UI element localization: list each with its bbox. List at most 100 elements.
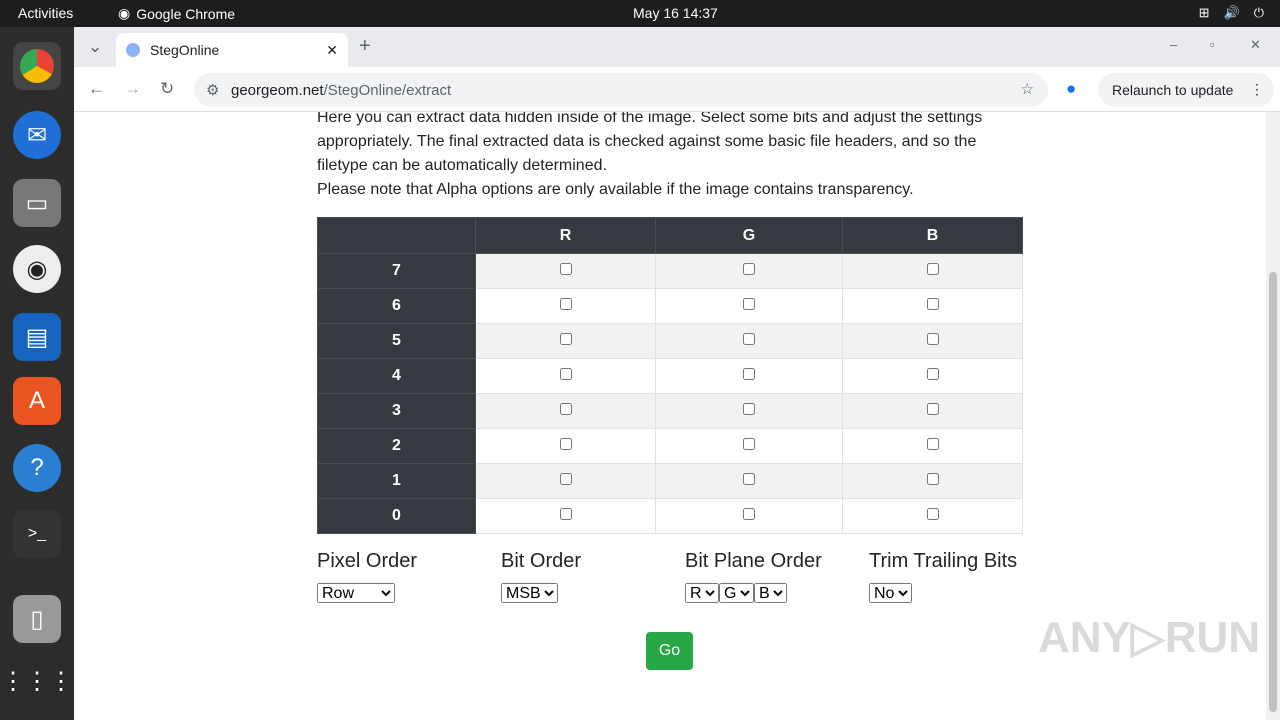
bit-order-option: Bit Order MSB — [501, 550, 581, 603]
clock[interactable]: May 16 14:37 — [633, 5, 718, 21]
bit-order-select[interactable]: MSB — [501, 583, 558, 603]
pixel-order-option: Pixel Order Row — [317, 550, 417, 603]
bit-cell — [842, 253, 1023, 289]
site-info-icon[interactable]: ⚙ — [206, 82, 220, 99]
bit-g-checkbox[interactable] — [743, 403, 755, 415]
bit-row: 3 — [317, 393, 1023, 429]
bit-g-checkbox[interactable] — [743, 298, 755, 310]
maximize-icon[interactable]: ▫ — [1210, 37, 1215, 52]
bit-cell — [475, 323, 656, 359]
app-menu[interactable]: ◉ Google Chrome — [118, 5, 235, 22]
bit-b-checkbox[interactable] — [926, 368, 939, 380]
bit-plane-order-label: Bit Plane Order — [685, 550, 822, 572]
tab-bar: ⌄ StegOnline ✕ + – ▫ ✕ — [74, 27, 1280, 67]
bit-cell — [475, 393, 656, 429]
bit-r-checkbox[interactable] — [559, 473, 572, 485]
close-tab-icon[interactable]: ✕ — [326, 41, 338, 58]
bookmark-star-icon[interactable]: ☆ — [1020, 81, 1034, 98]
bit-g-checkbox[interactable] — [743, 263, 755, 275]
intro-text: Here you can extract data hidden inside … — [317, 112, 1017, 202]
scrollbar[interactable] — [1266, 112, 1280, 720]
bit-r-checkbox[interactable] — [559, 438, 572, 450]
bit-r-checkbox[interactable] — [559, 263, 572, 275]
bit-r-checkbox[interactable] — [559, 298, 572, 310]
bit-plane-3-select[interactable]: B — [754, 583, 787, 603]
bit-g-checkbox[interactable] — [743, 473, 755, 485]
bit-b-checkbox[interactable] — [926, 438, 939, 450]
scrollbar-thumb[interactable] — [1269, 272, 1277, 712]
url-path: /StegOnline/extract — [323, 82, 452, 99]
page-content: Here you can extract data hidden inside … — [74, 112, 1266, 720]
bit-row: 1 — [317, 463, 1023, 499]
bit-row: 0 — [317, 498, 1023, 534]
app-name: Google Chrome — [136, 5, 236, 22]
archive-icon[interactable]: ▯ — [13, 595, 61, 643]
relaunch-label: Relaunch to update — [1112, 82, 1234, 98]
bit-cell — [475, 463, 656, 499]
bit-r-checkbox[interactable] — [559, 508, 572, 520]
bit-plane-order-option: Bit Plane Order R G B — [685, 550, 822, 603]
bit-cell — [655, 253, 843, 289]
bit-plane-2-select[interactable]: G — [719, 583, 754, 603]
bit-cell — [842, 358, 1023, 394]
terminal-icon[interactable]: >_ — [13, 510, 61, 558]
minimize-icon[interactable]: – — [1170, 37, 1178, 52]
thunderbird-icon[interactable]: ✉ — [13, 111, 61, 159]
tab-stegonline[interactable]: StegOnline ✕ — [116, 33, 348, 67]
column-header: G — [655, 217, 843, 254]
bit-g-checkbox[interactable] — [743, 508, 755, 520]
relaunch-button[interactable]: Relaunch to update ⋮ — [1098, 73, 1274, 107]
activities-button[interactable]: Activities — [18, 5, 74, 21]
url-host: georgeom.net — [231, 82, 324, 99]
bit-plane-1-select[interactable]: R — [685, 583, 719, 603]
column-header: B — [842, 217, 1023, 254]
column-header — [317, 217, 476, 254]
bit-b-checkbox[interactable] — [926, 298, 939, 310]
pixel-order-select[interactable]: Row — [317, 583, 395, 603]
bit-b-checkbox[interactable] — [926, 508, 939, 520]
bit-cell — [655, 498, 843, 534]
tab-search-icon[interactable]: ⌄ — [88, 37, 103, 56]
browser-toolbar: ← → ↻ ⚙ georgeom.net/StegOnline/extract ☆ … — [74, 67, 1280, 112]
bit-cell — [842, 428, 1023, 464]
bit-r-checkbox[interactable] — [559, 403, 572, 415]
bit-cell — [842, 323, 1023, 359]
close-window-icon[interactable]: ✕ — [1250, 37, 1261, 52]
system-tray[interactable]: ⊞ 🔊 ⏻ — [1199, 5, 1264, 21]
writer-icon[interactable]: ▤ — [13, 313, 61, 361]
bit-g-checkbox[interactable] — [743, 333, 755, 345]
files-icon[interactable]: ▭ — [13, 179, 61, 227]
bit-label: 1 — [317, 463, 476, 499]
bit-g-checkbox[interactable] — [743, 368, 755, 380]
app-center-icon[interactable]: A — [13, 377, 61, 425]
bit-r-checkbox[interactable] — [559, 333, 572, 345]
trim-select[interactable]: No — [869, 583, 912, 603]
bit-b-checkbox[interactable] — [926, 473, 939, 485]
profile-icon[interactable]: ● — [1066, 79, 1077, 98]
bit-cell — [842, 498, 1023, 534]
help-icon[interactable]: ? — [13, 444, 61, 492]
bit-b-checkbox[interactable] — [926, 333, 939, 345]
bit-label: 4 — [317, 358, 476, 394]
menu-icon[interactable]: ⋮ — [1250, 81, 1264, 97]
system-top-bar: Activities ◉ Google Chrome May 16 14:37 ⊞… — [0, 0, 1280, 27]
address-bar[interactable]: ⚙ georgeom.net/StegOnline/extract ☆ — [194, 73, 1048, 107]
back-icon[interactable]: ← — [88, 79, 105, 98]
bit-b-checkbox[interactable] — [926, 403, 939, 415]
bit-cell — [655, 428, 843, 464]
forward-icon[interactable]: → — [124, 79, 141, 98]
new-tab-icon[interactable]: + — [359, 35, 371, 57]
reload-icon[interactable]: ↻ — [160, 79, 175, 98]
show-apps-icon[interactable]: ⋮⋮⋮ — [1, 667, 73, 695]
bit-order-label: Bit Order — [501, 550, 582, 572]
bit-cell — [655, 463, 843, 499]
bit-b-checkbox[interactable] — [926, 263, 939, 275]
go-button[interactable]: Go — [646, 632, 693, 670]
bit-r-checkbox[interactable] — [559, 368, 572, 380]
rhythmbox-icon[interactable]: ◉ — [13, 245, 61, 293]
bit-cell — [842, 288, 1023, 324]
bit-label: 5 — [317, 323, 476, 359]
chrome-dock-icon[interactable] — [13, 42, 61, 90]
bit-g-checkbox[interactable] — [743, 438, 755, 450]
